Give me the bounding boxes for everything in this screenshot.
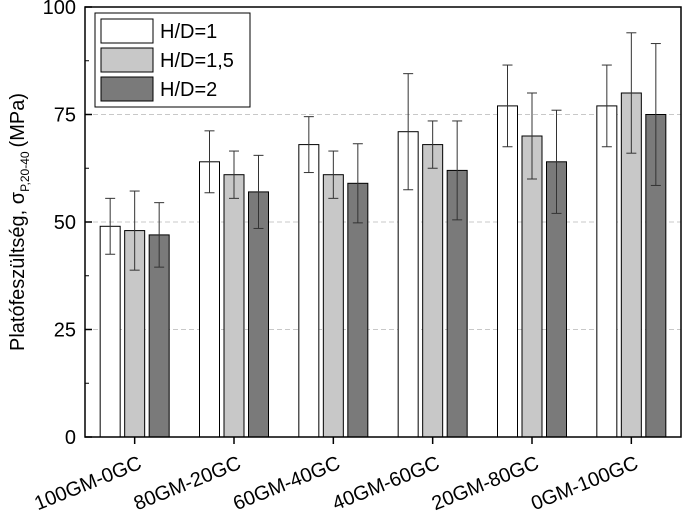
x-tick-label: 80GM-20GC [131,452,244,515]
legend-swatch [100,76,154,102]
error-bars [105,32,661,271]
bar [199,161,220,438]
legend-swatch [100,18,154,44]
bar [422,144,444,438]
y-tick-label: 25 [54,320,76,342]
bars [99,92,667,438]
y-tick-label: 100 [43,0,76,19]
y-axis-label-subscript: P,20-40 [18,151,32,192]
legend-label: H/D=1,5 [160,50,234,72]
x-tick-label: 100GM-0GC [31,452,144,515]
x-tick-label: 20GM-80GC [429,452,542,515]
y-axis-label: Platófeszültség, σP,20-40 (MPa) [7,93,32,351]
legend-swatch [100,47,154,73]
x-tick-label: 0GM-100GC [528,452,641,515]
bar [521,135,543,438]
y-tick-label: 75 [54,105,76,127]
legend-label: H/D=2 [160,79,217,101]
y-axis-label-main: Platófeszültség, σ [7,191,29,351]
legend: H/D=1 H/D=1,5 H/D=2 [94,12,251,108]
y-axis-label-unit: (MPa) [7,93,29,147]
bar [99,225,121,438]
x-tick-label: 60GM-40GC [230,452,343,515]
legend-label: H/D=1 [160,21,217,43]
y-tick-label: 50 [54,212,76,234]
bar [322,174,344,438]
gridlines [85,114,681,330]
bar [497,105,518,438]
bar [223,174,245,438]
bar [298,144,320,438]
x-tick-label: 40GM-60GC [329,452,442,515]
y-tick-label: 0 [65,427,76,449]
bar [596,105,618,438]
